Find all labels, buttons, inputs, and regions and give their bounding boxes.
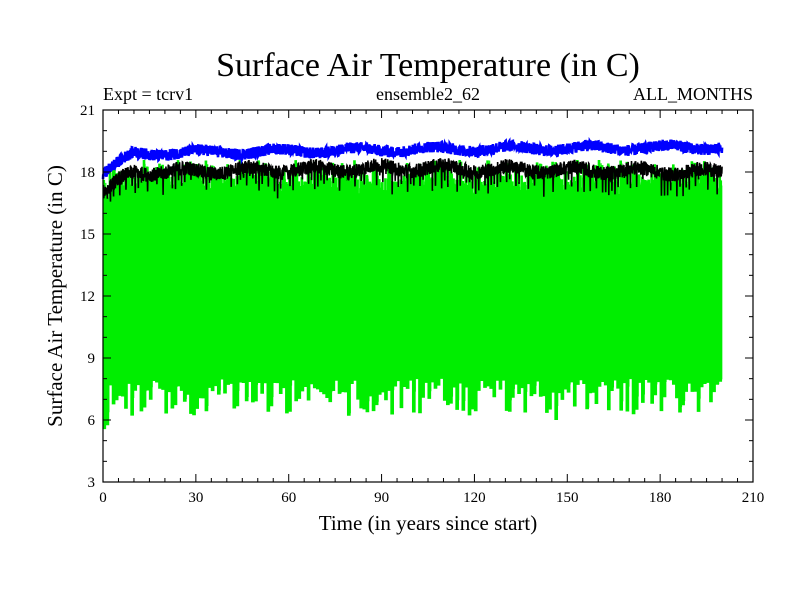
y-axis-label: Surface Air Temperature (in C) [43, 165, 67, 427]
subtitle-ensemble: ensemble2_62 [376, 84, 480, 104]
chart-title: Surface Air Temperature (in C) [216, 47, 640, 84]
y-tick-label: 12 [80, 289, 95, 305]
subtitle-experiment: Expt = tcrv1 [103, 84, 193, 104]
y-tick-label: 3 [88, 475, 96, 491]
series-layer [101, 136, 724, 430]
x-tick-label: 30 [188, 490, 203, 506]
series-black-line [102, 158, 723, 202]
subtitle-months: ALL_MONTHS [633, 84, 753, 104]
y-tick-label: 6 [88, 413, 96, 429]
x-tick-label: 0 [99, 490, 107, 506]
y-tick-label: 9 [88, 351, 96, 367]
x-axis-label: Time (in years since start) [319, 511, 538, 535]
x-tick-label: 210 [742, 490, 765, 506]
x-tick-label: 150 [556, 490, 579, 506]
x-tick-label: 60 [281, 490, 296, 506]
x-tick-label: 120 [463, 490, 486, 506]
y-tick-label: 15 [80, 227, 95, 243]
y-tick-label: 18 [80, 165, 95, 181]
x-tick-label: 180 [649, 490, 672, 506]
ticks-layer: 0 30 60 90 120 150 180 210 3 6 9 12 15 18 21 [80, 103, 764, 506]
series-green-line [102, 159, 723, 430]
series-blue-line [101, 136, 724, 180]
x-tick-label: 90 [374, 490, 389, 506]
y-tick-label: 21 [80, 103, 95, 119]
